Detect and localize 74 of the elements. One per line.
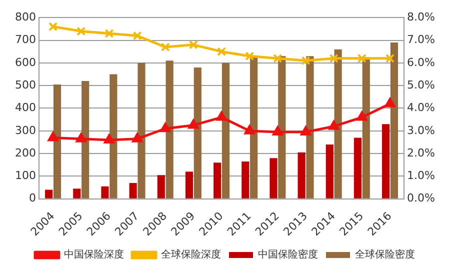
bar — [110, 74, 118, 198]
point — [160, 122, 171, 132]
point — [273, 54, 282, 63]
y-tick-label: 0 — [28, 192, 36, 205]
point — [132, 31, 142, 40]
point — [245, 52, 254, 61]
bar — [382, 124, 390, 198]
y2-tick-label: 2.0% — [407, 146, 436, 160]
y-tick-label: 300 — [14, 124, 36, 137]
bar — [390, 42, 398, 198]
bar — [157, 175, 165, 198]
legend-label: 中国保险密度 — [258, 248, 318, 261]
bar — [250, 57, 258, 198]
bar — [129, 183, 137, 198]
y2-tick-label: 6.0% — [407, 56, 436, 69]
point — [188, 40, 198, 50]
point — [385, 54, 395, 63]
bar — [53, 84, 62, 198]
y-tick-label: 800 — [14, 10, 36, 24]
point — [48, 22, 58, 32]
point — [104, 28, 114, 38]
point — [384, 98, 396, 108]
legend-label: 全球保险深度 — [161, 248, 221, 261]
point — [188, 119, 199, 129]
point — [272, 126, 284, 136]
bar — [306, 56, 314, 198]
bar — [185, 172, 194, 198]
y2-tick-label: 5.0% — [407, 78, 436, 92]
bar — [278, 56, 286, 198]
bar — [73, 188, 81, 198]
point — [132, 132, 143, 142]
bar — [354, 138, 362, 198]
point — [357, 54, 366, 63]
point — [356, 111, 368, 121]
legend-label: 全球保险密度 — [355, 248, 415, 261]
bar — [166, 60, 174, 198]
point — [104, 134, 115, 144]
y-tick-label: 600 — [14, 56, 36, 69]
bar — [101, 186, 109, 198]
point — [244, 124, 255, 134]
bar — [334, 49, 342, 198]
point — [216, 111, 227, 121]
y-tick-label: 400 — [14, 101, 36, 114]
y-tick-label: 500 — [14, 78, 36, 92]
bar — [222, 62, 230, 198]
bar — [242, 161, 250, 198]
bar — [214, 162, 222, 198]
point — [160, 42, 170, 52]
point — [76, 26, 86, 36]
y2-tick-label: 7.0% — [407, 33, 436, 46]
bar — [326, 144, 334, 198]
y-tick-label: 200 — [14, 146, 36, 160]
point — [328, 120, 340, 130]
point — [216, 47, 226, 56]
point — [301, 56, 310, 66]
bar — [194, 67, 202, 198]
bar — [138, 62, 146, 198]
y-tick-label: 700 — [14, 33, 36, 46]
y2-tick-label: 0.0% — [407, 192, 436, 205]
legend-label: 中国保险深度 — [64, 248, 124, 261]
point — [76, 132, 86, 142]
bar — [82, 81, 90, 198]
point — [329, 54, 338, 63]
bar — [362, 57, 370, 198]
point — [300, 126, 312, 136]
y2-tick-label: 8.0% — [407, 10, 436, 24]
point — [48, 132, 58, 142]
y-tick-label: 100 — [14, 169, 36, 182]
y2-tick-label: 3.0% — [407, 124, 436, 137]
y2-tick-label: 1.0% — [407, 169, 436, 182]
y2-tick-label: 4.0% — [407, 101, 436, 114]
bar — [270, 158, 278, 198]
bar — [298, 152, 306, 198]
bar — [45, 190, 53, 198]
